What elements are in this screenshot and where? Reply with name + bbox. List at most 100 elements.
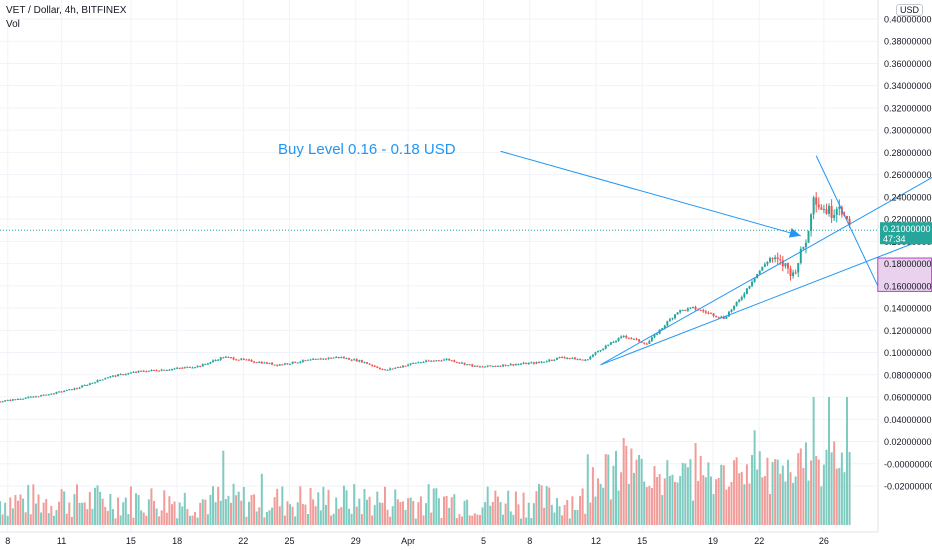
candle-body	[396, 366, 399, 368]
candle-body	[581, 359, 584, 361]
volume-bar	[589, 502, 592, 525]
y-axis: 0.42000000 0.40000000 0.38000000 0.36000000…	[884, 0, 932, 492]
candle-body	[83, 385, 86, 387]
candle-body	[507, 365, 510, 367]
volume-bar	[645, 487, 648, 525]
volume-label[interactable]: Vol	[6, 19, 20, 30]
currency-badge[interactable]: USD	[896, 4, 924, 16]
y-tick-label: -0.00000000	[884, 459, 932, 469]
volume-bar	[330, 515, 333, 525]
candle-body	[620, 336, 623, 338]
candle-body	[571, 357, 574, 359]
candle-body	[461, 362, 463, 364]
volume-bar	[430, 512, 433, 525]
volume-bar	[65, 513, 68, 525]
candle-body	[517, 364, 520, 366]
volume-bar	[9, 497, 12, 525]
candle-body	[286, 363, 289, 365]
volume-bar	[689, 459, 692, 525]
candle-body	[784, 263, 787, 267]
candle-body	[29, 396, 32, 398]
volume-bar	[58, 501, 61, 525]
volume-bar	[37, 494, 40, 525]
candle-body	[520, 363, 523, 365]
volume-bar	[178, 502, 181, 525]
volume-bar	[643, 481, 646, 525]
candle-body	[445, 358, 448, 360]
x-axis: 8 11 15 18 22 25 29 Apr 5 8 12 15 19 22 26	[5, 536, 829, 546]
volume-bar	[91, 508, 94, 525]
volume-bar	[88, 491, 91, 525]
volume-bar	[756, 469, 759, 525]
volume-bar	[794, 476, 797, 525]
candle-body	[163, 369, 166, 371]
candle-body	[319, 358, 322, 360]
volume-bar	[656, 477, 659, 525]
volume-bar	[458, 514, 461, 525]
volume-bar	[666, 460, 669, 525]
volume-bar	[199, 502, 202, 525]
volume-bar	[622, 437, 625, 525]
y-tick-label: 0.06000000	[884, 393, 932, 403]
x-tick-label: 8	[527, 536, 532, 546]
volume-bar	[725, 489, 728, 525]
volume-bar	[227, 495, 230, 525]
volume-bar	[335, 497, 338, 525]
volume-bar	[627, 483, 630, 525]
volume-bar	[445, 496, 448, 525]
volume-bar	[4, 502, 7, 525]
candle-body	[699, 310, 702, 312]
volume-bar	[499, 502, 502, 525]
volume-bar	[281, 486, 284, 525]
candle-body	[781, 260, 784, 267]
volume-bar	[484, 502, 487, 525]
volume-bar	[83, 502, 86, 525]
volume-bar	[502, 514, 505, 525]
candle-body	[168, 369, 171, 371]
volume-bar	[481, 507, 484, 525]
candle-body	[40, 395, 43, 397]
candle-body	[183, 367, 186, 369]
volume-bar	[396, 499, 399, 525]
volume-bar	[561, 515, 564, 525]
candle-body	[812, 197, 815, 215]
volume-bar	[404, 509, 407, 525]
candle-body	[471, 364, 474, 367]
volume-bar	[196, 517, 199, 525]
volume-bar	[319, 510, 322, 525]
candle-body	[181, 367, 184, 369]
volume-bar	[525, 517, 528, 525]
candle-body	[212, 360, 215, 362]
volume-bar	[132, 517, 135, 525]
candle-body	[227, 356, 230, 358]
candle-body	[371, 364, 374, 366]
volume-bar	[817, 459, 820, 525]
candle-body	[350, 359, 353, 361]
candle-body	[88, 383, 91, 385]
volume-bar	[535, 491, 538, 525]
candle-body	[330, 357, 333, 359]
symbol-title[interactable]: VET / Dollar, 4h, BITFINEX	[6, 5, 127, 16]
candle-body	[129, 372, 132, 374]
candle-body	[525, 362, 528, 365]
candle-body	[753, 278, 756, 282]
volume-bar	[142, 512, 145, 525]
volume-bar	[702, 475, 705, 525]
candle-body	[209, 361, 212, 364]
volume-bar	[543, 507, 546, 525]
candle-body	[199, 365, 202, 367]
candle-body	[276, 364, 279, 366]
candle-body	[804, 242, 807, 248]
volume-bar	[127, 514, 130, 525]
volume-bar	[309, 488, 312, 525]
candle-body	[58, 391, 61, 393]
volume-bar	[206, 514, 209, 525]
x-tick-label: 15	[126, 536, 136, 546]
volume-bar	[235, 495, 238, 525]
y-tick-label: -0.02000000	[884, 482, 932, 492]
candle-body	[194, 367, 197, 369]
candle-body	[833, 215, 836, 219]
candle-body	[771, 258, 774, 260]
volume-bar	[455, 518, 458, 525]
